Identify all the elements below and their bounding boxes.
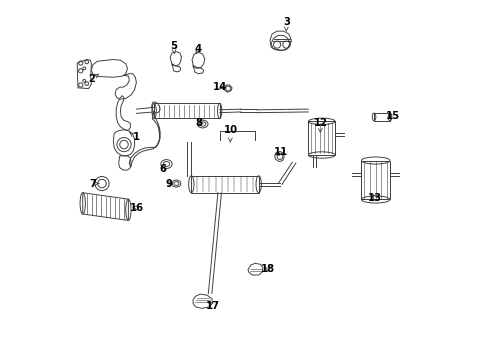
Text: 6: 6: [159, 165, 166, 174]
Text: 7: 7: [89, 179, 99, 189]
Text: 4: 4: [194, 44, 202, 54]
Text: 18: 18: [260, 264, 274, 274]
Text: 10: 10: [223, 125, 237, 142]
Text: 11: 11: [273, 147, 287, 157]
Text: 9: 9: [165, 179, 172, 189]
Text: 8: 8: [195, 118, 203, 128]
Text: 2: 2: [88, 74, 98, 84]
Text: 5: 5: [170, 41, 177, 54]
Text: 12: 12: [313, 118, 326, 132]
Text: 15: 15: [385, 111, 399, 121]
Text: 16: 16: [129, 203, 143, 213]
Text: 17: 17: [206, 301, 220, 311]
Text: 14: 14: [213, 82, 227, 92]
Text: 1: 1: [130, 132, 140, 143]
Text: 13: 13: [367, 193, 381, 203]
Text: 3: 3: [283, 17, 289, 31]
